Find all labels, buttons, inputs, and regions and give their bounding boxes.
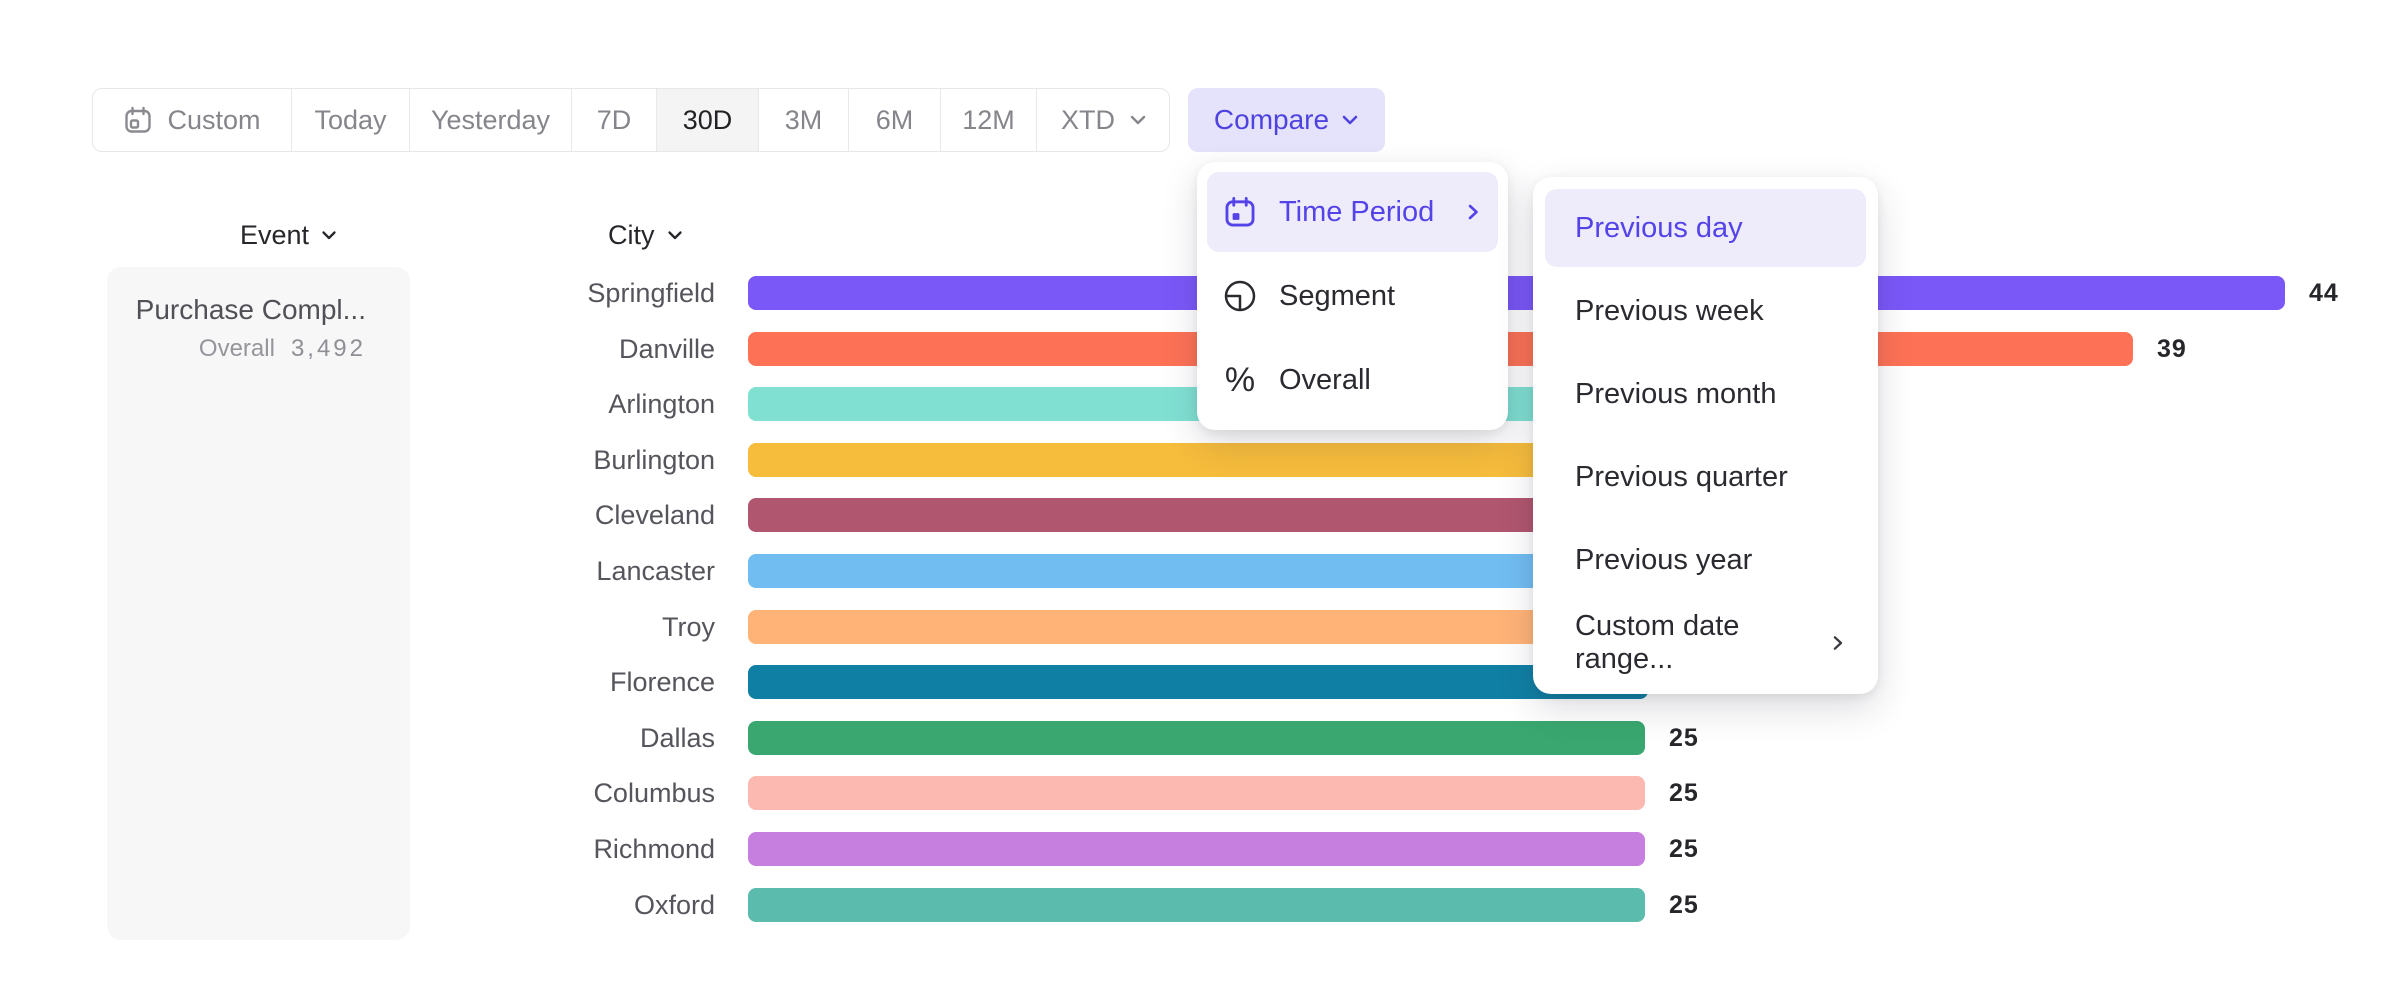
city-column-header[interactable]: City bbox=[608, 218, 683, 252]
bar-value-label: 25 bbox=[1669, 778, 1699, 807]
bar[interactable] bbox=[748, 554, 1683, 588]
bar[interactable] bbox=[748, 665, 1648, 699]
date-range-yesterday[interactable]: Yesterday bbox=[409, 89, 571, 151]
chart-row: Troy bbox=[0, 599, 2394, 655]
date-range-12m[interactable]: 12M bbox=[940, 89, 1036, 151]
chart-row: Lancaster bbox=[0, 543, 2394, 599]
chevron-right-icon bbox=[1833, 636, 1842, 650]
menu-item-time-period[interactable]: Time Period bbox=[1207, 172, 1498, 252]
date-range-custom[interactable]: Custom bbox=[93, 89, 291, 151]
segment-icon bbox=[1224, 280, 1256, 312]
chevron-down-icon bbox=[1342, 115, 1358, 125]
chart-row: Florence bbox=[0, 654, 2394, 710]
submenu-item-previous-quarter[interactable]: Previous quarter bbox=[1575, 460, 1788, 493]
event-card[interactable]: Purchase Compl... Overall 3,492 bbox=[107, 267, 410, 940]
city-label: Troy bbox=[662, 612, 715, 642]
city-label: Springfield bbox=[587, 278, 715, 308]
city-label: Burlington bbox=[593, 445, 715, 475]
date-range-3m[interactable]: 3M bbox=[758, 89, 848, 151]
submenu-item-previous-week[interactable]: Previous week bbox=[1575, 294, 1764, 327]
chevron-down-icon bbox=[322, 230, 336, 239]
date-range-toolbar: Custom Today Yesterday 7D 30D 3M 6M 12M … bbox=[92, 88, 1170, 152]
chart-row: Columbus 25 bbox=[0, 765, 2394, 821]
percent-icon: % bbox=[1224, 360, 1256, 399]
date-range-today[interactable]: Today bbox=[291, 89, 409, 151]
submenu-item-custom-date-range[interactable]: Custom date range... bbox=[1545, 604, 1866, 682]
city-label: Florence bbox=[609, 667, 715, 697]
event-metric: Overall 3,492 bbox=[127, 335, 366, 363]
city-label: Danville bbox=[618, 334, 715, 364]
chevron-right-icon bbox=[1468, 204, 1478, 220]
city-label: Dallas bbox=[639, 723, 715, 753]
menu-item-segment[interactable]: Segment bbox=[1207, 256, 1498, 336]
bar[interactable] bbox=[748, 610, 1663, 644]
date-range-30d[interactable]: 30D bbox=[656, 89, 758, 151]
bar[interactable] bbox=[748, 888, 1645, 922]
chart-row: Cleveland bbox=[0, 487, 2394, 543]
city-label: Cleveland bbox=[594, 500, 715, 530]
date-range-6m[interactable]: 6M bbox=[848, 89, 940, 151]
event-name: Purchase Compl... bbox=[135, 294, 366, 325]
bar-value-label: 39 bbox=[2157, 334, 2187, 363]
date-range-label: Custom bbox=[167, 104, 261, 135]
event-column-header[interactable]: Event bbox=[240, 218, 337, 252]
date-range-7d[interactable]: 7D bbox=[571, 89, 656, 151]
calendar-icon bbox=[1225, 196, 1255, 227]
metric-value: 3,492 bbox=[290, 335, 366, 362]
city-label: Arlington bbox=[608, 389, 715, 419]
city-label: Richmond bbox=[593, 834, 715, 864]
bar-value-label: 25 bbox=[1669, 834, 1699, 863]
submenu-item-previous-year[interactable]: Previous year bbox=[1575, 543, 1753, 576]
chart-row: Dallas 25 bbox=[0, 710, 2394, 766]
bar-value-label: 25 bbox=[1669, 890, 1699, 919]
compare-menu: Time Period Segment % Overall bbox=[1197, 162, 1508, 430]
bar[interactable] bbox=[748, 721, 1645, 755]
bar[interactable] bbox=[748, 832, 1645, 866]
chart-row: Oxford 25 bbox=[0, 877, 2394, 933]
chart-row: Springfield 44 bbox=[0, 265, 2394, 321]
bar-value-label: 25 bbox=[1669, 723, 1699, 752]
submenu-item-previous-day[interactable]: Previous day bbox=[1545, 189, 1866, 267]
bar-value-label: 44 bbox=[2309, 278, 2339, 307]
bar[interactable] bbox=[748, 276, 2285, 310]
chart-row: Richmond 25 bbox=[0, 821, 2394, 877]
time-period-submenu: Previous day Previous week Previous mont… bbox=[1533, 177, 1878, 694]
chevron-down-icon bbox=[1130, 115, 1146, 125]
compare-button[interactable]: Compare bbox=[1188, 88, 1385, 152]
calendar-icon bbox=[125, 106, 152, 133]
chart-row: Burlington bbox=[0, 432, 2394, 488]
bar[interactable] bbox=[748, 776, 1645, 810]
chevron-down-icon bbox=[667, 230, 682, 239]
city-label: Columbus bbox=[593, 778, 715, 808]
city-label: Oxford bbox=[633, 890, 715, 920]
date-range-xtd[interactable]: XTD bbox=[1036, 89, 1169, 151]
metric-label: Overall bbox=[198, 335, 275, 362]
menu-item-overall[interactable]: % Overall bbox=[1224, 360, 1371, 399]
submenu-item-previous-month[interactable]: Previous month bbox=[1575, 377, 1777, 410]
city-label: Lancaster bbox=[596, 556, 715, 586]
